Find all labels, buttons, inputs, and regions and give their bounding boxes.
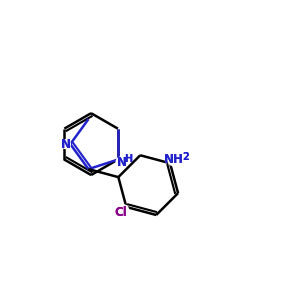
Text: Cl: Cl [115,206,128,219]
Circle shape [116,157,127,167]
Circle shape [61,140,70,148]
Text: H: H [124,154,132,164]
Text: NH: NH [164,153,184,166]
Text: NH: NH [164,153,184,166]
Text: N: N [116,156,127,169]
Text: 2: 2 [182,152,189,162]
Circle shape [118,205,128,215]
Text: N: N [61,138,71,151]
Text: H: H [124,154,132,164]
Text: N: N [61,138,71,151]
Circle shape [168,155,178,165]
Text: 2: 2 [182,152,189,162]
Text: N: N [116,156,127,169]
Text: Cl: Cl [115,206,128,219]
